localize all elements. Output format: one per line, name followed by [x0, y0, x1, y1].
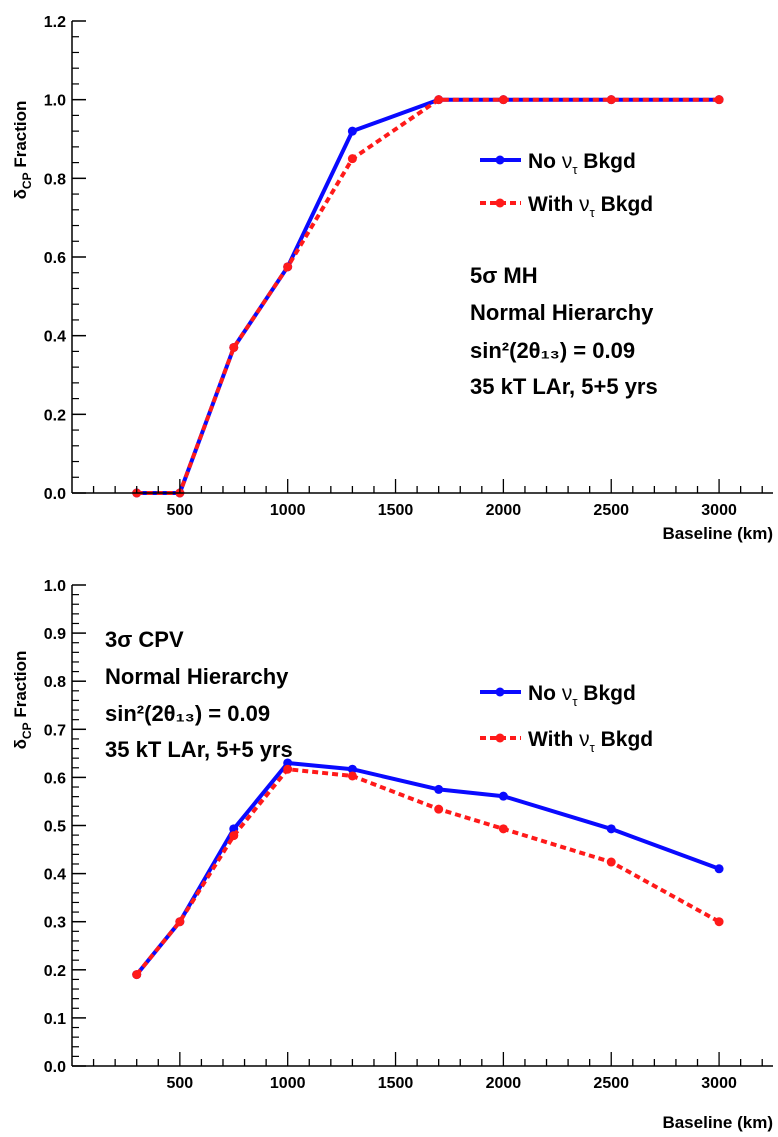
data-point-with-bkgd [347, 154, 357, 164]
data-point-with-bkgd [498, 824, 508, 834]
y-tick-label: 0.0 [44, 1059, 66, 1076]
legend-marker-with-bkgd [495, 733, 505, 743]
legend: No ντ Bkgd With ντ Bkgd [480, 682, 653, 755]
data-point-with-bkgd [434, 804, 444, 814]
y-axis-title: δCP Fraction [11, 101, 34, 200]
y-tick-label: 0.7 [44, 722, 66, 739]
data-point-with-bkgd [229, 342, 239, 352]
legend-marker-with-bkgd [495, 198, 505, 208]
series-line-no-bkgd [135, 761, 720, 976]
data-point-no-bkgd [283, 758, 293, 768]
plot-frame: 0.0 0.2 0.4 0.6 0.8 1.0 1.2 500 1000 1500 2000 2500… [44, 14, 773, 519]
chart-marks [132, 95, 724, 498]
data-point-no-bkgd [714, 864, 724, 874]
y-tick-label: 0.6 [44, 770, 66, 787]
y-tick-label: 1.0 [44, 93, 66, 110]
data-point-with-bkgd [347, 771, 357, 781]
x-tick-label: 2000 [486, 502, 522, 519]
x-tick-label: 500 [166, 1075, 193, 1092]
legend-label-no-bkgd: No ντ Bkgd [528, 150, 636, 177]
data-point-with-bkgd [606, 95, 616, 105]
y-tick-label: 0.4 [44, 867, 66, 884]
data-point-with-bkgd [132, 970, 142, 980]
x-tick-label: 1500 [378, 502, 414, 519]
chart-panel-cpv: 0.0 0.1 0.2 0.3 0.4 0.5 0.6 0.7 0.8 0.9 1.0 500 1000… [11, 578, 773, 1132]
data-point-with-bkgd [606, 857, 616, 867]
data-point-with-bkgd [283, 764, 293, 774]
x-tick-label: 1500 [378, 1075, 414, 1092]
annotation-hierarchy: Normal Hierarchy [105, 664, 289, 689]
data-point-no-bkgd [347, 764, 357, 774]
annotation-exposure: 35 kT LAr, 5+5 yrs [105, 737, 293, 762]
plot-frame: 0.0 0.1 0.2 0.3 0.4 0.5 0.6 0.7 0.8 0.9 1.0 500 1000… [44, 578, 773, 1092]
y-tick-label: 0.8 [44, 674, 66, 691]
x-tick-label: 2500 [593, 502, 629, 519]
y-tick-label: 0.3 [44, 915, 66, 932]
x-tick-label: 2000 [486, 1075, 522, 1092]
y-axis-title: δCP Fraction [11, 651, 34, 750]
y-tick-label: 0.2 [44, 407, 66, 424]
annotation-significance: 5σ MH [470, 263, 538, 288]
legend-label-no-bkgd: No ντ Bkgd [528, 682, 636, 709]
data-point-no-bkgd [434, 784, 444, 794]
legend-marker-no-bkgd [495, 687, 505, 697]
y-tick-label: 0.9 [44, 626, 66, 643]
annotation-block: 5σ MH Normal Hierarchy sin²(2θ₁₃) = 0.09… [470, 263, 658, 399]
annotation-theta13: sin²(2θ₁₃) = 0.09 [105, 701, 270, 726]
data-point-no-bkgd [498, 791, 508, 801]
x-tick-label: 3000 [701, 1075, 737, 1092]
data-point-with-bkgd [283, 262, 293, 272]
legend-label-with-bkgd: With ντ Bkgd [528, 193, 653, 220]
legend-label-with-bkgd: With ντ Bkgd [528, 728, 653, 755]
annotation-exposure: 35 kT LAr, 5+5 yrs [470, 374, 658, 399]
x-tick-label: 1000 [270, 502, 306, 519]
y-tick-label: 0.1 [44, 1011, 66, 1028]
data-point-with-bkgd [434, 95, 444, 105]
x-tick-label: 500 [166, 502, 193, 519]
y-tick-label: 0.2 [44, 963, 66, 980]
data-point-with-bkgd [714, 95, 724, 105]
data-point-with-bkgd [229, 831, 239, 841]
x-tick-label: 3000 [701, 502, 737, 519]
data-point-no-bkgd [606, 824, 616, 834]
series-line-with-bkgd [135, 767, 721, 976]
y-tick-label: 0.8 [44, 171, 66, 188]
annotation-hierarchy: Normal Hierarchy [470, 300, 654, 325]
annotation-block: 3σ CPV Normal Hierarchy sin²(2θ₁₃) = 0.0… [105, 627, 293, 762]
x-axis-title: Baseline (km) [662, 1113, 773, 1132]
data-point-with-bkgd [175, 917, 185, 927]
y-tick-label: 0.0 [44, 486, 66, 503]
annotation-theta13: sin²(2θ₁₃) = 0.09 [470, 338, 635, 363]
y-tick-label: 1.0 [44, 578, 66, 595]
chart-panel-mh: 0.0 0.2 0.4 0.6 0.8 1.0 1.2 500 1000 1500 2000 2500… [11, 14, 773, 543]
y-tick-label: 0.6 [44, 250, 66, 267]
x-tick-label: 1000 [270, 1075, 306, 1092]
y-tick-label: 0.5 [44, 819, 66, 836]
annotation-significance: 3σ CPV [105, 627, 184, 652]
x-tick-label: 2500 [593, 1075, 629, 1092]
data-point-no-bkgd [347, 126, 357, 136]
chart-marks [132, 758, 724, 980]
legend: No ντ Bkgd With ντ Bkgd [480, 150, 653, 220]
data-point-with-bkgd [498, 95, 508, 105]
legend-marker-no-bkgd [495, 155, 505, 165]
x-axis-title: Baseline (km) [662, 524, 773, 543]
data-point-with-bkgd [714, 917, 724, 927]
y-tick-label: 0.4 [44, 329, 66, 346]
y-tick-label: 1.2 [44, 14, 66, 31]
